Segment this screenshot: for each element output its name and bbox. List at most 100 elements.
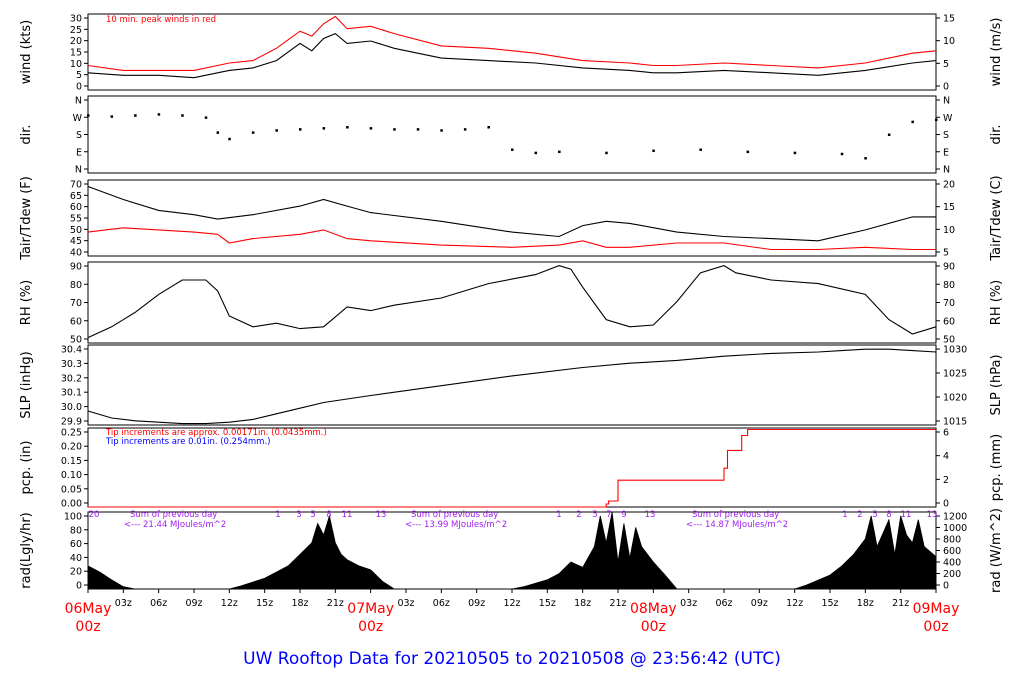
data-point bbox=[157, 113, 161, 116]
x-tick-label: 12z bbox=[221, 598, 238, 609]
x-tick-label: 12z bbox=[786, 598, 803, 609]
y-tick-label: 0.00 bbox=[61, 499, 82, 510]
hour-label: 1 bbox=[556, 510, 561, 520]
y-tick-label: 50 bbox=[70, 225, 82, 236]
y-tick-label: 60 bbox=[70, 539, 82, 550]
y-tick-label: N bbox=[75, 165, 82, 176]
day-hour-label: 00z bbox=[358, 619, 383, 635]
y-tick-label: 0.25 bbox=[61, 428, 82, 439]
data-point bbox=[181, 114, 184, 117]
x-tick-label: 21z bbox=[609, 598, 626, 609]
data-point bbox=[935, 118, 938, 122]
hour-label: 5 bbox=[872, 510, 877, 520]
y-tick-label: 30.2 bbox=[61, 373, 82, 384]
hour-label: 8 bbox=[326, 510, 331, 520]
y-tick-label-right: 1000 bbox=[943, 523, 967, 534]
panel-5: 29.9 30.0 30.1 30.2 30.3 30.4 1015 1020 1025 1030… bbox=[19, 344, 1004, 428]
data-point bbox=[369, 127, 373, 130]
y-tick-label: 55 bbox=[70, 214, 82, 225]
x-tick-label: 21z bbox=[327, 598, 344, 609]
x-tick-label: 18z bbox=[291, 598, 308, 609]
data-point bbox=[864, 157, 867, 160]
y-tick-label-right: 2 bbox=[943, 475, 949, 486]
y-tick-label: 0.05 bbox=[61, 484, 82, 495]
series-line-1 bbox=[87, 185, 936, 242]
panel-6: 0.00 0.05 0.10 0.15 0.20 0.25 0 2 4 6 pcp. (in) pcp… bbox=[19, 427, 1004, 510]
y-tick-label: 60 bbox=[70, 316, 82, 327]
day-sum-value: <--- 14.87 MJoules/m^2 bbox=[686, 520, 788, 530]
x-tick-label: 18z bbox=[857, 598, 874, 609]
y-axis-title: rad(Lgly/hr) bbox=[19, 512, 34, 588]
series-line-2 bbox=[87, 227, 936, 251]
y-axis-title-right: dir. bbox=[989, 124, 1004, 144]
y-tick-label: 60 bbox=[70, 202, 82, 213]
radiation-area bbox=[87, 511, 937, 590]
data-point bbox=[652, 149, 655, 153]
y-tick-label-right: 80 bbox=[943, 280, 955, 291]
y-tick-label: 20 bbox=[70, 36, 82, 47]
y-axis-title-right: Tair/Tdew (C) bbox=[989, 175, 1004, 261]
y-tick-label-right: 200 bbox=[943, 569, 961, 580]
x-tick-label: 03z bbox=[397, 598, 414, 609]
panel-frame bbox=[87, 95, 937, 174]
y-tick-label-right: 1015 bbox=[943, 417, 967, 428]
hour-label: 13 bbox=[927, 510, 938, 520]
x-tick-label: 06z bbox=[150, 598, 167, 609]
y-tick-label-right: 1030 bbox=[943, 345, 967, 356]
day-label: 06May bbox=[65, 601, 112, 617]
y-tick-label: 5 bbox=[76, 70, 82, 81]
data-point bbox=[463, 128, 467, 131]
hour-label: 5 bbox=[310, 510, 315, 520]
data-point bbox=[699, 148, 702, 151]
y-tick-label: 70 bbox=[70, 180, 82, 191]
y-axis-title: wind (kts) bbox=[19, 20, 34, 84]
panel-frame bbox=[87, 179, 937, 257]
y-tick-label-right: 10 bbox=[943, 36, 955, 47]
y-tick-label: 30.3 bbox=[61, 359, 82, 370]
y-tick-label-right: 5 bbox=[943, 248, 949, 259]
y-tick-label-right: 70 bbox=[943, 298, 955, 309]
y-axis-title-right: pcp. (mm) bbox=[989, 434, 1004, 501]
y-axis-title: dir. bbox=[19, 124, 34, 144]
y-tick-label-right: 0 bbox=[943, 499, 949, 510]
y-tick-label: E bbox=[76, 147, 82, 158]
y-tick-label: S bbox=[76, 130, 82, 141]
hour-label: 11 bbox=[901, 510, 912, 520]
y-tick-label: 0 bbox=[76, 82, 82, 93]
hour-label: 8 bbox=[886, 510, 891, 520]
y-tick-label-right: 6 bbox=[943, 428, 949, 439]
hour-label: 13 bbox=[645, 510, 656, 520]
panel-frame bbox=[87, 344, 937, 426]
day-label: 09May bbox=[913, 601, 960, 617]
data-point bbox=[275, 129, 278, 132]
x-tick-label: 09z bbox=[751, 598, 768, 609]
day-label: 07May bbox=[347, 601, 394, 617]
hour-label: 2 bbox=[576, 510, 581, 520]
data-point bbox=[793, 151, 797, 155]
y-tick-label: 30.0 bbox=[61, 402, 82, 413]
y-tick-label: 10 bbox=[70, 59, 82, 70]
day-sum-value: <--- 21.44 MJoules/m^2 bbox=[124, 520, 226, 530]
y-tick-label-right: 90 bbox=[943, 262, 955, 273]
y-tick-label: 80 bbox=[70, 525, 82, 536]
wind-note: 10 min. peak winds in red bbox=[106, 15, 216, 25]
y-axis-title: pcp. (in) bbox=[19, 441, 34, 495]
day-hour-label: 00z bbox=[923, 619, 948, 635]
data-point bbox=[487, 126, 490, 129]
y-tick-label: 0.20 bbox=[61, 442, 82, 453]
y-tick-label: 100 bbox=[64, 512, 82, 523]
y-tick-label: 70 bbox=[70, 298, 82, 309]
hour-label: 20 bbox=[89, 510, 100, 520]
y-tick-label: 50 bbox=[70, 335, 82, 346]
y-tick-label-right: 1020 bbox=[943, 393, 967, 404]
x-tick-label: 09z bbox=[185, 598, 202, 609]
y-tick-label: 30 bbox=[70, 14, 82, 25]
data-point bbox=[911, 120, 914, 124]
data-point bbox=[134, 114, 137, 117]
x-axis: 03z 06z 09z 12z 15z 18z 21z 03z 06z 09z 12z 15z 18z 2… bbox=[65, 589, 960, 635]
panel-4: 50 60 70 80 90 50 60 70 80 90 RH (%) RH (%) bbox=[19, 261, 1004, 346]
data-point bbox=[204, 116, 208, 119]
